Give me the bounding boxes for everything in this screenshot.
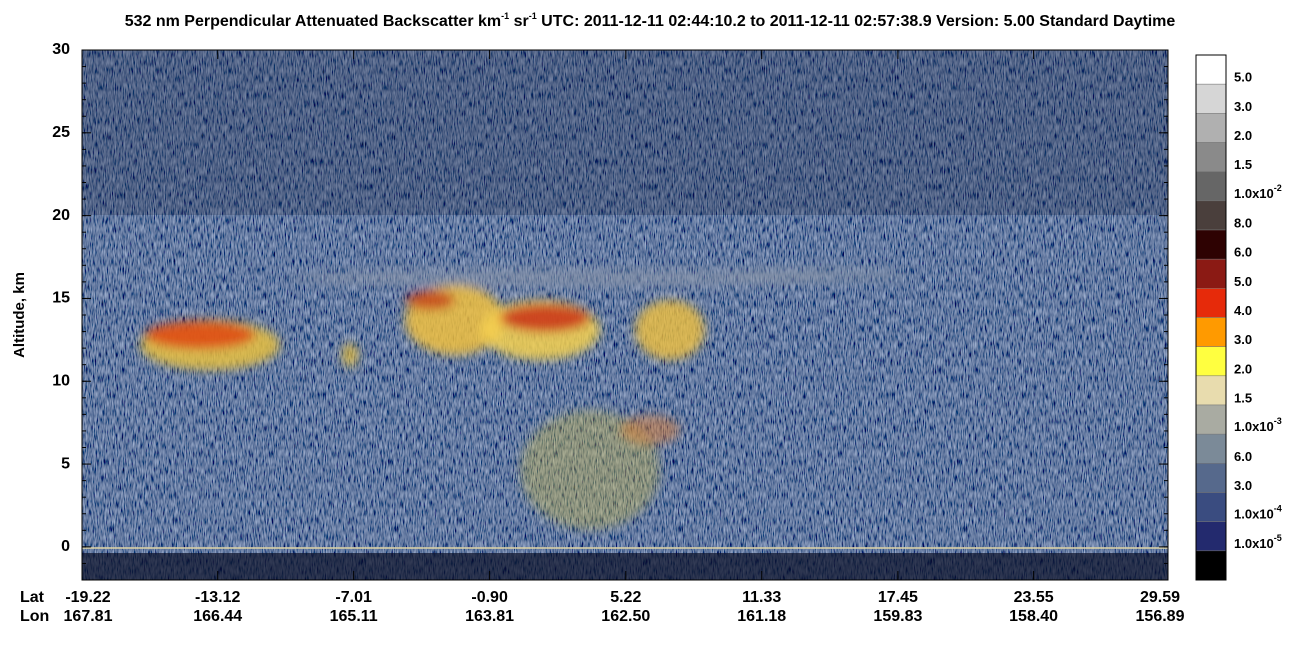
colorbar-swatch — [1195, 171, 1227, 202]
cloud-texture — [140, 267, 910, 530]
colorbar-label: 1.0x10-3 — [1234, 417, 1282, 435]
y-tick-label: 15 — [52, 290, 70, 307]
title-text: 532 nm Perpendicular Attenuated Backscat… — [125, 13, 501, 30]
colorbar-label: 4.0 — [1234, 303, 1252, 318]
lon-tick-label: 165.11 — [330, 608, 378, 625]
colorbar-label: 2.0 — [1234, 361, 1252, 376]
colorbar-label: 2.0 — [1234, 128, 1252, 143]
colorbar-swatch — [1195, 317, 1227, 347]
colorbar-swatch — [1195, 83, 1227, 114]
y-tick-label: 0 — [61, 538, 70, 555]
colorbar-swatch — [1195, 463, 1227, 493]
colorbar-swatch — [1195, 258, 1227, 289]
colorbar-label: 1.0x10-2 — [1234, 183, 1282, 201]
colorbar-label: 1.0x10-5 — [1234, 533, 1282, 551]
colorbar-label-text: 1.0x10 — [1234, 507, 1274, 522]
lat-row-label: Lat — [20, 589, 45, 606]
chart-title: 532 nm Perpendicular Attenuated Backscat… — [125, 11, 1176, 30]
title-superscript: -1 — [501, 11, 509, 21]
lon-tick-label: 161.18 — [737, 608, 786, 625]
upper-layer — [82, 50, 1168, 215]
colorbar-swatch — [1195, 550, 1227, 581]
lat-tick-label: 23.55 — [1014, 589, 1054, 606]
colorbar-label: 5.0 — [1234, 70, 1252, 85]
colorbar-swatch — [1195, 142, 1227, 172]
y-tick-label: 30 — [52, 41, 70, 58]
colorbar-label-text: 1.0x10 — [1234, 186, 1274, 201]
colorbar-swatch — [1195, 346, 1227, 377]
title-text: sr — [509, 13, 529, 30]
colorbar-swatch — [1195, 521, 1227, 552]
backscatter-image — [82, 50, 1168, 580]
y-tick-label: 5 — [61, 455, 70, 472]
colorbar-label-exponent: -5 — [1274, 533, 1282, 543]
colorbar-label: 6.0 — [1234, 245, 1252, 260]
lat-tick-label: 29.59 — [1140, 589, 1180, 606]
colorbar-label: 1.5 — [1234, 157, 1252, 172]
colorbar-label: 1.5 — [1234, 390, 1252, 405]
colorbar-swatch — [1195, 229, 1227, 260]
lon-row-label: Lon — [20, 608, 49, 625]
title-superscript: -1 — [529, 11, 537, 21]
colorbar-swatch — [1195, 113, 1227, 143]
lon-tick-label: 163.81 — [465, 608, 514, 625]
lon-tick-label: 166.44 — [193, 608, 242, 625]
y-axis-label: Altitude, km — [11, 272, 28, 358]
colorbar-swatch — [1195, 288, 1227, 318]
colorbar-label: 6.0 — [1234, 449, 1252, 464]
lat-tick-label: 11.33 — [742, 589, 781, 606]
colorbar-swatch — [1195, 54, 1227, 85]
colorbar-label-exponent: -4 — [1274, 504, 1282, 514]
colorbar-label: 8.0 — [1234, 215, 1252, 230]
colorbar-label: 3.0 — [1234, 99, 1252, 114]
lat-tick-label: -7.01 — [335, 589, 372, 606]
colorbar-label: 5.0 — [1234, 274, 1252, 289]
lon-tick-label: 159.83 — [873, 608, 922, 625]
colorbar-swatch — [1195, 492, 1227, 522]
colorbar-swatch — [1195, 200, 1227, 231]
colorbar-label: 1.0x10-4 — [1234, 504, 1282, 522]
colorbar-swatch — [1195, 375, 1227, 406]
colorbar-swatch — [1195, 433, 1227, 464]
lon-tick-label: 158.40 — [1009, 608, 1058, 625]
y-tick-label: 10 — [52, 372, 70, 389]
colorbar-label: 3.0 — [1234, 478, 1252, 493]
y-tick-label: 20 — [52, 207, 70, 224]
lon-tick-label: 167.81 — [64, 608, 113, 625]
lat-tick-label: 17.45 — [878, 589, 918, 606]
lat-tick-label: -13.12 — [195, 589, 240, 606]
colorbar-swatch — [1195, 404, 1227, 435]
lat-tick-label: -0.90 — [471, 589, 508, 606]
y-tick-label: 25 — [52, 124, 70, 141]
lat-tick-label: -19.22 — [65, 589, 110, 606]
subsurface — [82, 553, 1168, 580]
lon-tick-label: 156.89 — [1136, 608, 1185, 625]
colorbar-label-text: 1.0x10 — [1234, 420, 1274, 435]
lat-tick-label: 5.22 — [610, 589, 641, 606]
colorbar-label-exponent: -2 — [1274, 183, 1282, 193]
colorbar-frame — [1195, 54, 1227, 581]
lon-tick-label: 162.50 — [601, 608, 650, 625]
colorbar-label-exponent: -3 — [1274, 417, 1282, 427]
title-text: UTC: 2011-12-11 02:44:10.2 to 2011-12-11… — [537, 13, 1176, 30]
colorbar-label: 3.0 — [1234, 332, 1252, 347]
colorbar-label-text: 1.0x10 — [1234, 536, 1274, 551]
